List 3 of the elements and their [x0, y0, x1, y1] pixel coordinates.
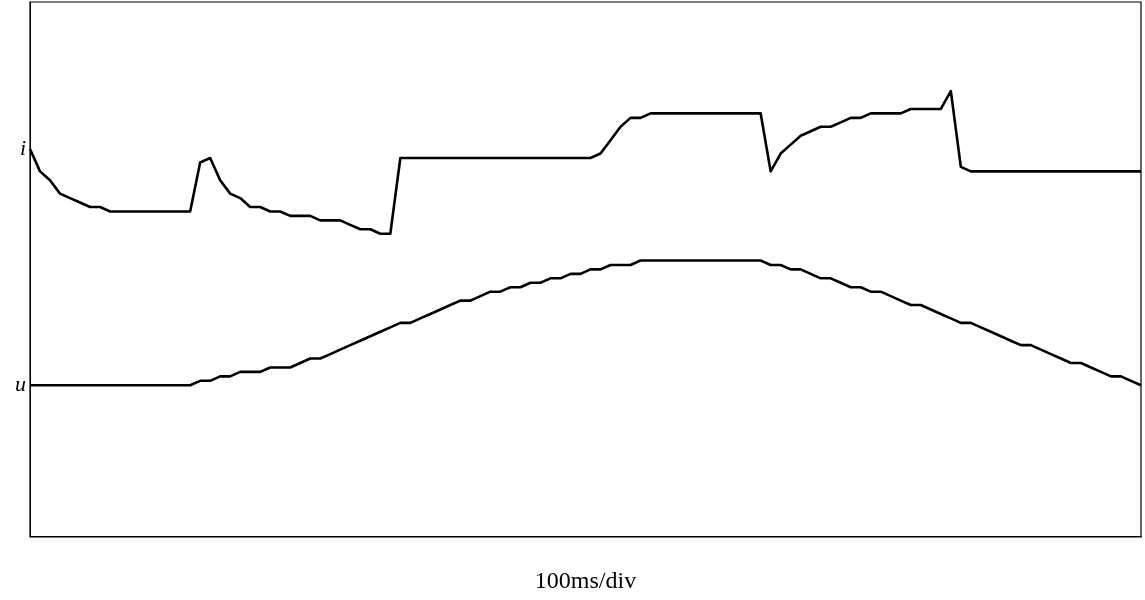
- x-axis-title: 100ms/div: [534, 566, 637, 593]
- series-label: u: [15, 371, 26, 397]
- series-label: i: [19, 134, 26, 160]
